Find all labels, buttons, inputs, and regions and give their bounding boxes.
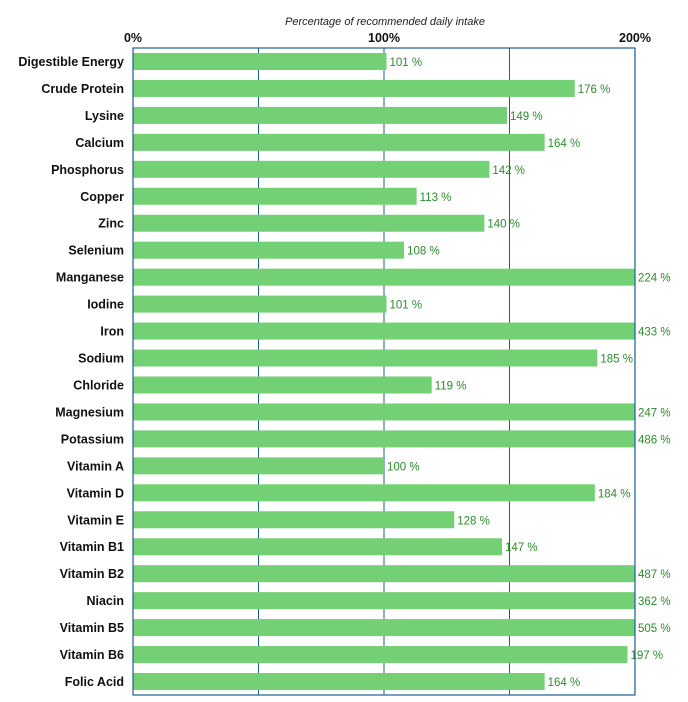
bar (133, 268, 635, 286)
category-label: Manganese (56, 271, 124, 285)
category-label: Vitamin B5 (60, 621, 124, 635)
bar-value-label: 362 % (638, 596, 671, 608)
bar-value-label: 108 % (407, 246, 440, 258)
bar-value-label: 128 % (457, 515, 490, 527)
x-axis-title: Percentage of recommended daily intake (285, 16, 485, 28)
category-label: Sodium (78, 352, 124, 366)
bar-value-label: 101 % (390, 57, 423, 69)
category-label: Vitamin B6 (60, 648, 124, 662)
category-label: Selenium (68, 244, 124, 258)
category-label: Folic Acid (65, 675, 124, 689)
x-tick-label: 200% (619, 31, 651, 45)
bar (133, 79, 575, 97)
bar (133, 187, 417, 205)
bar-value-label: 197 % (630, 650, 663, 662)
bar (133, 160, 490, 178)
category-label: Copper (80, 190, 124, 204)
category-label: Zinc (98, 217, 124, 231)
bar-value-label: 140 % (487, 219, 520, 231)
bar (133, 133, 545, 151)
category-label: Vitamin B2 (60, 567, 124, 581)
category-label: Calcium (75, 136, 124, 150)
bar-value-label: 113 % (420, 192, 452, 204)
category-label: Magnesium (55, 405, 124, 419)
plot-frame (132, 47, 636, 696)
bar (133, 376, 432, 394)
category-label: Vitamin A (67, 459, 124, 473)
x-tick-label: 0% (124, 31, 142, 45)
bar-value-label: 147 % (505, 542, 538, 554)
bar-value-label: 184 % (598, 488, 631, 500)
bar-value-label: 149 % (510, 111, 543, 123)
category-label: Iron (100, 325, 124, 339)
bar (133, 403, 635, 421)
bar (133, 430, 635, 448)
bar-value-label: 487 % (638, 569, 671, 581)
bar-value-label: 176 % (578, 84, 611, 96)
bar (133, 484, 595, 502)
bar-value-label: 101 % (390, 300, 423, 312)
bar-value-label: 433 % (638, 327, 671, 339)
bar (133, 52, 387, 70)
bar (133, 511, 455, 529)
category-label: Chloride (73, 378, 124, 392)
bar (133, 295, 387, 313)
bar (133, 673, 545, 691)
bar-value-label: 142 % (492, 165, 525, 177)
category-label: Iodine (87, 298, 124, 312)
bar-value-label: 119 % (435, 380, 467, 392)
category-label: Vitamin B1 (60, 540, 124, 554)
bar (133, 538, 502, 556)
category-label: Niacin (86, 594, 124, 608)
bar-value-label: 164 % (548, 138, 581, 150)
category-label: Digestible Energy (18, 55, 124, 69)
category-label: Crude Protein (41, 82, 124, 96)
category-label: Vitamin E (67, 513, 124, 527)
x-tick-label: 100% (368, 31, 400, 45)
bar-value-label: 164 % (548, 677, 581, 689)
bar (133, 214, 485, 232)
bar (133, 349, 598, 367)
category-label: Potassium (61, 432, 124, 446)
bar (133, 106, 507, 124)
bar-value-label: 486 % (638, 434, 671, 446)
bar (133, 646, 628, 664)
bar-value-label: 100 % (387, 461, 420, 473)
bar (133, 322, 635, 340)
bar-value-label: 224 % (638, 273, 671, 285)
bar-value-label: 247 % (638, 407, 671, 419)
bar (133, 565, 635, 583)
bar-value-label: 185 % (600, 354, 633, 366)
bar-value-label: 505 % (638, 623, 671, 635)
category-label: Vitamin D (67, 486, 124, 500)
category-label: Lysine (85, 109, 124, 123)
bar (133, 241, 405, 259)
bar (133, 457, 384, 475)
bar (133, 592, 635, 610)
category-label: Phosphorus (51, 163, 124, 177)
bar (133, 619, 635, 637)
